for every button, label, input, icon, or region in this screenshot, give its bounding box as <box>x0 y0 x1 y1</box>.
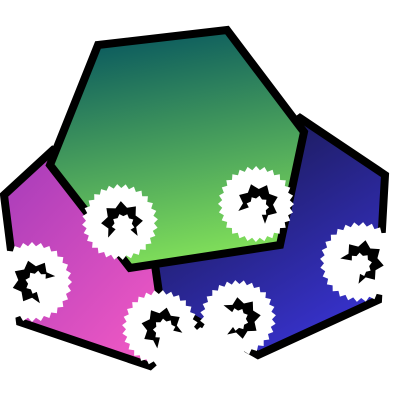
eye-pupil-icon <box>223 297 261 339</box>
eye-white <box>122 290 198 366</box>
eye-navy-right <box>320 222 400 302</box>
eye-magenta-left <box>0 242 72 322</box>
eye-pupil-icon <box>101 201 143 238</box>
eye-white <box>218 166 294 242</box>
eye-magenta-bottom <box>122 290 198 366</box>
eye-green-left <box>82 184 158 260</box>
eye-white <box>320 222 400 302</box>
eye-pupil-icon <box>238 184 278 224</box>
eye-pupil-icon <box>141 307 183 349</box>
eye-navy-bottom <box>200 280 276 356</box>
eyes-layer <box>0 166 400 366</box>
eye-white <box>82 184 158 260</box>
eye-pupil-icon <box>340 240 384 284</box>
eye-white <box>0 242 72 322</box>
eye-white <box>200 280 276 356</box>
eye-green-right <box>218 166 294 242</box>
eye-pupil-icon <box>12 260 56 304</box>
